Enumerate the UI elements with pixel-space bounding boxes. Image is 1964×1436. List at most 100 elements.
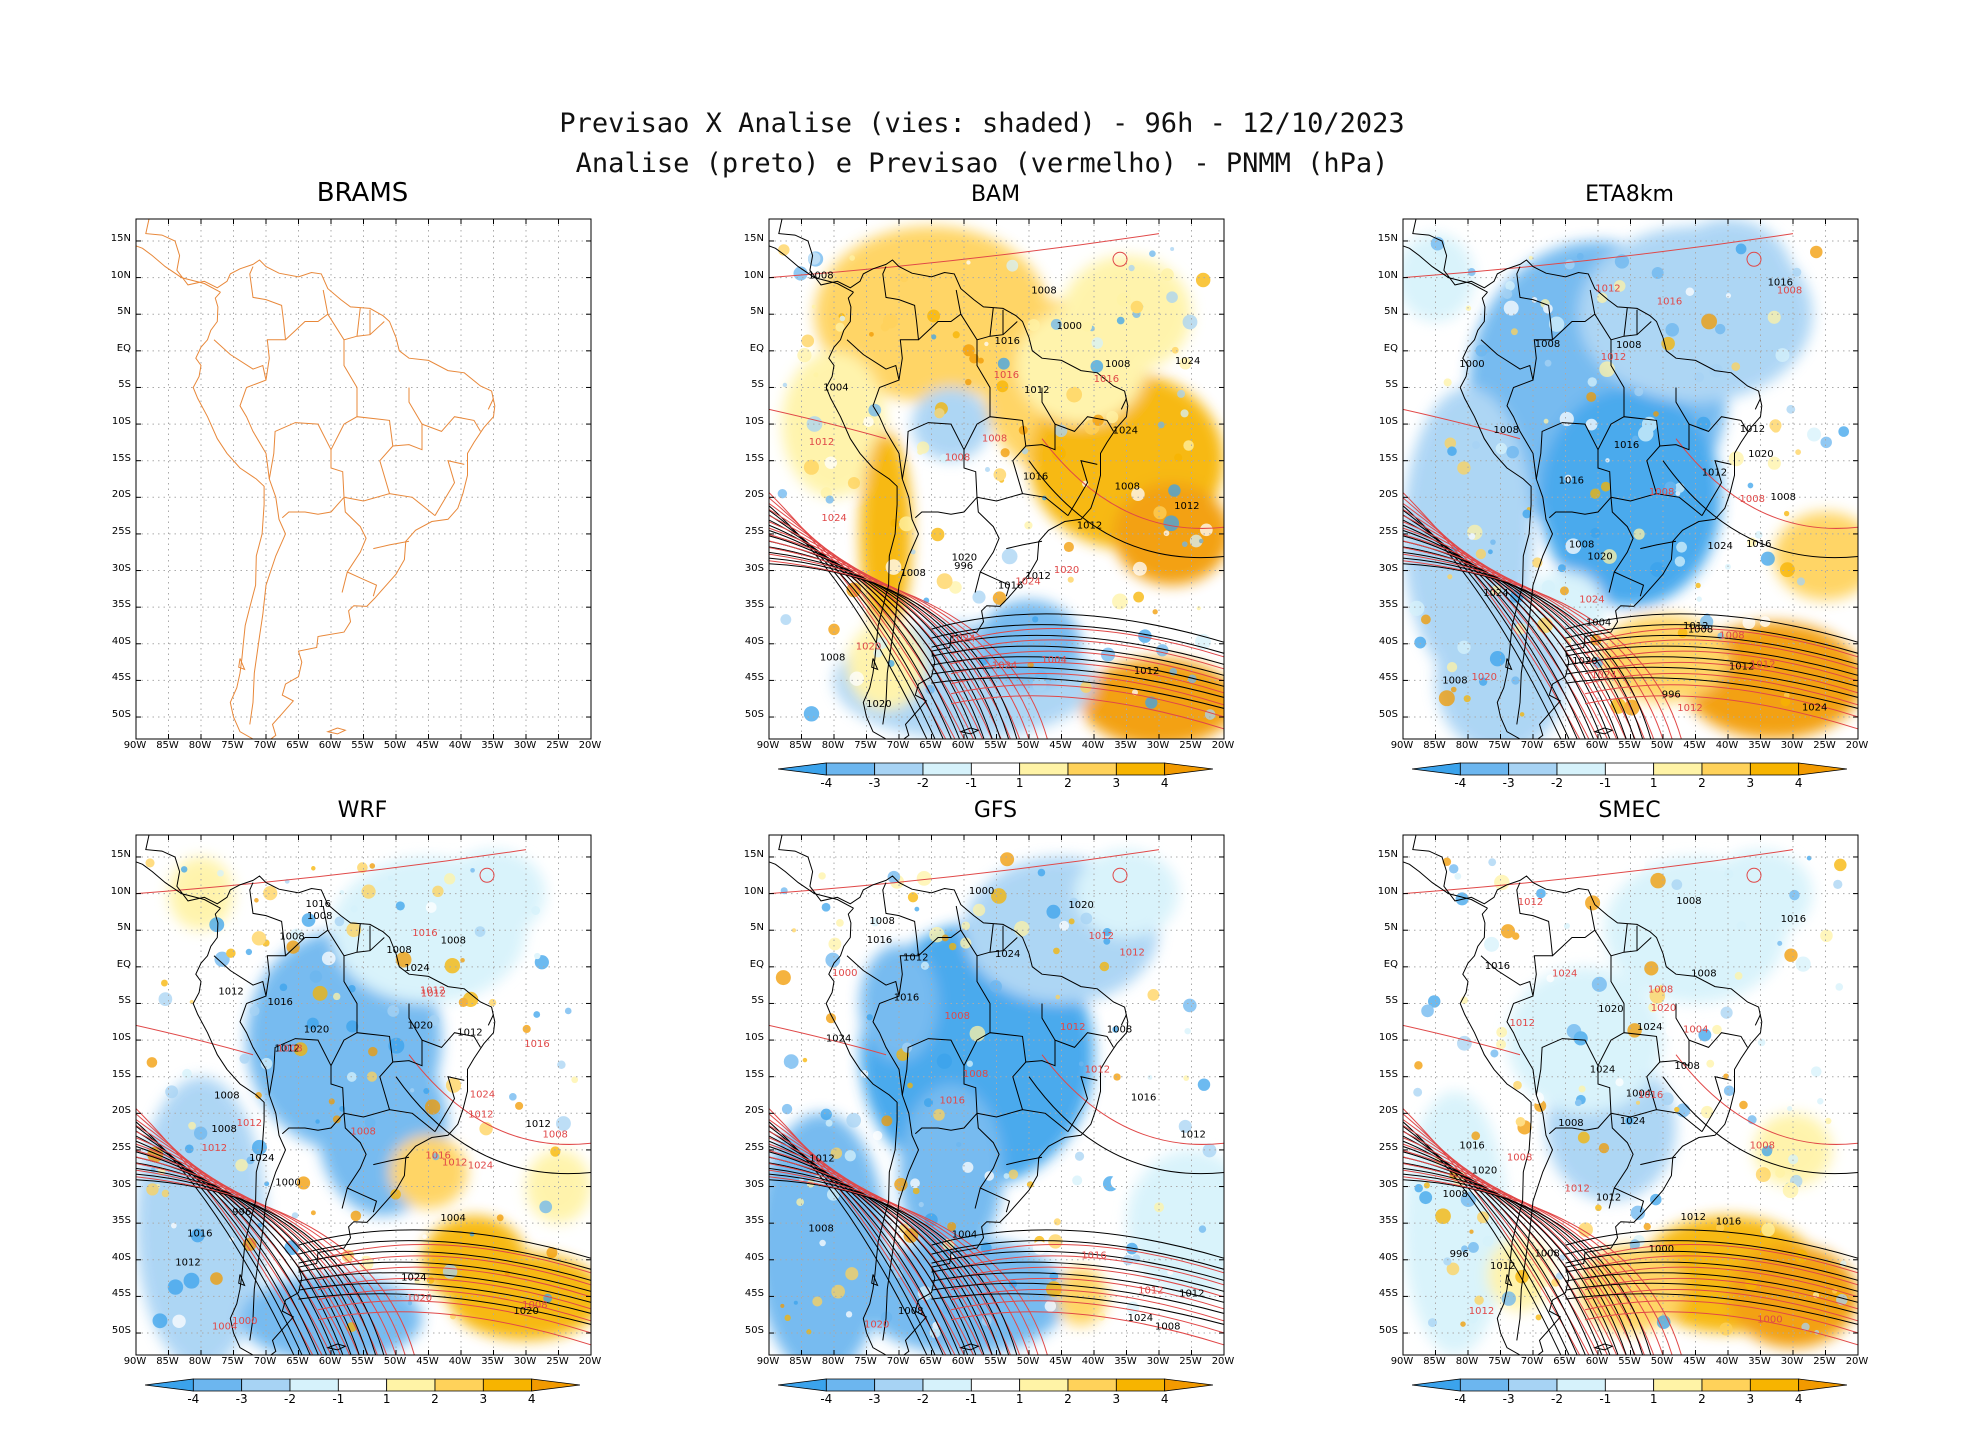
analysis-isobar-label: 1024 [1113,425,1138,436]
lon-tick-label: 75W [854,740,877,751]
lon-tick-label: 85W [156,1356,179,1367]
lon-tick-label: 40W [1715,1356,1739,1367]
lat-tick-label: 35S [111,599,131,611]
colorbar-label: 1 [1649,1392,1658,1406]
lat-tick-label: 5N [117,306,131,318]
lon-tick-label: 20W [1211,1356,1235,1367]
forecast-isobar-label: 1000 [832,968,857,979]
coastline [769,835,1129,1355]
forecast-isobar-label: 1020 [1472,672,1497,683]
lat-tick-label: 45S [744,672,764,684]
lat-tick-label: 30S [111,1178,131,1190]
bias-area [1126,1149,1224,1297]
lat-tick-label: 10S [744,416,764,428]
colorbar-segment [1164,762,1213,776]
forecast-isobar-label: 1024 [470,1089,495,1100]
lat-tick-label: 45S [111,672,131,684]
forecast-isobar-label: 1008 [945,453,970,464]
lat-tick-label: 30S [744,562,764,574]
colorbar-segment [825,762,876,776]
analysis-isobar-label: 1016 [1781,914,1806,925]
lat-tick-label: 45S [1378,1288,1398,1300]
lat-tick-label: 45S [111,1288,131,1300]
lat-tick-label: 50S [744,709,764,721]
colorbar-segment [337,1378,388,1392]
colorbar-segment [482,1378,533,1392]
lat-tick-label: 10N [743,885,764,897]
colorbar-segment [922,762,972,776]
lat-tick-label: 40S [744,635,764,647]
lon-tick-label: 45W [416,1356,439,1367]
lon-tick-label: 80W [188,740,212,751]
analysis-isobar-label: 1008 [1558,1118,1583,1129]
forecast-isobar-label: 1024 [468,1160,493,1171]
colorbar-segment [1508,762,1558,776]
lat-tick-label: EQ [116,342,131,354]
colorbar-segment [1115,1378,1166,1392]
colorbar-label: 3 [479,1392,488,1406]
lat-tick-label: 25S [744,525,764,537]
analysis-isobar-label: 1012 [274,1043,299,1054]
lat-tick-label: 50S [111,1325,131,1337]
colorbar-label: 2 [1698,1392,1706,1406]
analysis-isobar-label: 1008 [307,911,332,922]
analysis-isobar-label: 1024 [1707,541,1732,552]
colorbar-label: 2 [1698,776,1706,790]
analysis-isobar-label: 1012 [175,1257,200,1268]
forecast-isobar-label: 1012 [1518,897,1543,908]
lon-tick-label: 90W [123,1356,147,1367]
lon-tick-label: 45W [1683,740,1706,751]
lat-tick-label: 15S [744,1068,764,1080]
forecast-isobar-label: 1024 [821,513,846,524]
colorbar-segment [1115,762,1166,776]
lon-tick-label: 20W [1845,740,1869,751]
colorbar-segment [1412,1378,1461,1392]
forecast-isobar-label: 1016 [1081,1250,1106,1261]
panel-title: SMEC [1598,798,1661,823]
analysis-isobar-label: 1012 [1702,468,1727,479]
analysis-isobar-label: 1016 [1459,1140,1484,1151]
analysis-isobar-label: 1008 [1616,340,1641,351]
coastline [1403,835,1763,1355]
forecast-isobar-label: 1012 [1564,1183,1589,1194]
forecast-isobar-label: 1008 [1740,494,1765,505]
analysis-isobar-label: 1008 [808,1223,833,1234]
lon-tick-label: 35W [481,740,504,751]
forecast-isobar-label: 1020 [1054,565,1079,576]
analysis-isobar-label: 1008 [441,935,466,946]
analysis-isobar-label: 1012 [809,1153,834,1164]
lon-tick-label: 85W [156,740,179,751]
lon-tick-label: 55W [1618,740,1641,751]
coastline [136,835,496,1355]
panel-smec: SMEC 1008 1012 1008 1008 1016 1012 1008 1008 1016… [1378,798,1869,1406]
colorbar-label: 2 [431,1392,439,1406]
lon-tick-label: 50W [1016,1356,1040,1367]
forecast-isobar-label: 1020 [407,1293,432,1304]
panel-eta8km: ETA8km 1008 1008 1012 1008 1008 1008 1008 1012 10… [1378,182,1869,790]
forecast-isobar-label: 1008 [963,1069,988,1080]
analysis-isobar-label: 1024 [1175,356,1200,367]
colorbar-label: 1 [382,1392,391,1406]
lon-tick-label: 35W [1114,740,1137,751]
forecast-isobar-label: 1012 [1138,1286,1163,1297]
colorbar-segment [922,1378,972,1392]
analysis-isobar-label: 1008 [211,1124,236,1135]
colorbar-label: 3 [1112,1392,1121,1406]
analysis-isobar-label: 1012 [1683,621,1708,632]
analysis-isobar-label: 1024 [401,1273,426,1284]
colorbar-label: -2 [917,776,929,790]
analysis-isobar-label: 1020 [866,699,891,710]
forecast-isobar-label: 1008 [1649,487,1674,498]
analysis-isobar-label: 1012 [903,952,928,963]
forecast-isobar-label: 1012 [420,985,445,996]
lat-tick-label: 30S [1378,562,1398,574]
lon-tick-label: 90W [1390,740,1414,751]
analysis-isobar-label: 1016 [1023,472,1048,483]
colorbar-segment [1459,1378,1510,1392]
lat-tick-label: 45S [1378,672,1398,684]
forecast-isobar-label: 1024 [1579,595,1604,606]
colorbar-label: -1 [1599,1392,1612,1406]
lon-tick-label: 65W [1553,740,1576,751]
colorbar-segment [1798,762,1847,776]
analysis-isobar-label: 1020 [1748,449,1773,460]
